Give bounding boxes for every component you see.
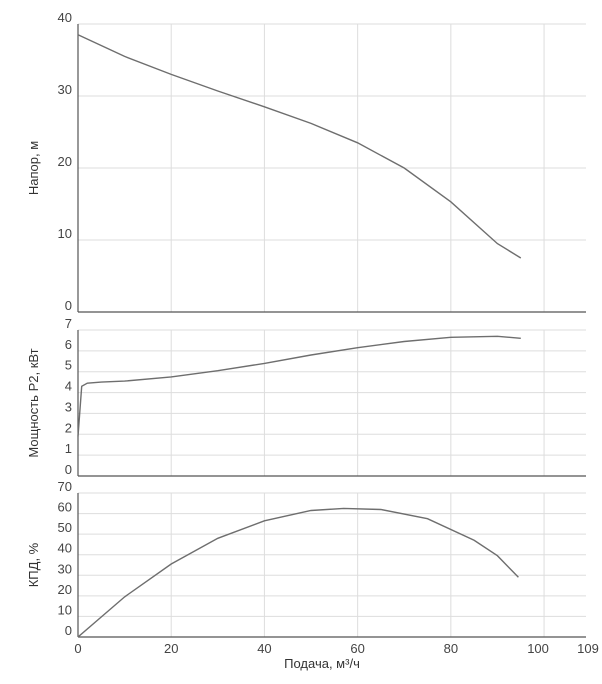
power-y-tick-label: 2 (65, 420, 72, 435)
efficiency-y-tick-label: 10 (58, 602, 72, 617)
power-panel: 0 1 2 3 4 5 6 7 Мощность P2, кВт (26, 316, 586, 477)
power-y-axis-title: Мощность P2, кВт (26, 348, 41, 457)
x-tick-label: 100 (527, 641, 549, 656)
efficiency-y-tick-label: 20 (58, 582, 72, 597)
power-y-tick-label: 7 (65, 316, 72, 331)
x-tick-label: 109 (577, 641, 599, 656)
efficiency-panel: 0 10 20 30 40 50 60 70 КПД, % (26, 479, 586, 638)
head-y-tick-label: 40 (58, 10, 72, 25)
efficiency-y-axis-title: КПД, % (26, 542, 41, 587)
efficiency-y-tick-label: 70 (58, 479, 72, 494)
head-y-tick-label: 10 (58, 226, 72, 241)
power-y-tick-label: 0 (65, 462, 72, 477)
x-tick-label: 20 (164, 641, 178, 656)
power-curve (77, 335, 521, 437)
x-axis-title: Подача, м³/ч (284, 656, 360, 671)
head-curve (77, 34, 522, 259)
power-y-tick-label: 3 (65, 399, 72, 414)
power-y-tick-label: 5 (65, 358, 72, 373)
efficiency-y-tick-label: 30 (58, 561, 72, 576)
efficiency-y-tick-label: 50 (58, 520, 72, 535)
efficiency-y-tick-label: 60 (58, 500, 72, 515)
head-y-tick-label: 20 (58, 154, 72, 169)
x-tick-label: 80 (444, 641, 458, 656)
head-panel: 0 10 20 30 40 Напор, м (26, 10, 586, 313)
power-y-tick-label: 1 (65, 441, 72, 456)
x-tick-label: 60 (350, 641, 364, 656)
head-y-tick-label: 0 (65, 298, 72, 313)
head-y-tick-label: 30 (58, 82, 72, 97)
x-tick-label: 40 (257, 641, 271, 656)
head-y-axis-title: Напор, м (26, 141, 41, 195)
x-tick-label: 0 (74, 641, 81, 656)
x-axis: 0 20 40 60 80 100 109 Подача, м³/ч (74, 641, 598, 671)
efficiency-y-tick-label: 40 (58, 541, 72, 556)
power-y-tick-label: 6 (65, 337, 72, 352)
efficiency-curve (77, 507, 519, 638)
power-y-tick-label: 4 (65, 379, 72, 394)
efficiency-y-tick-label: 0 (65, 623, 72, 638)
